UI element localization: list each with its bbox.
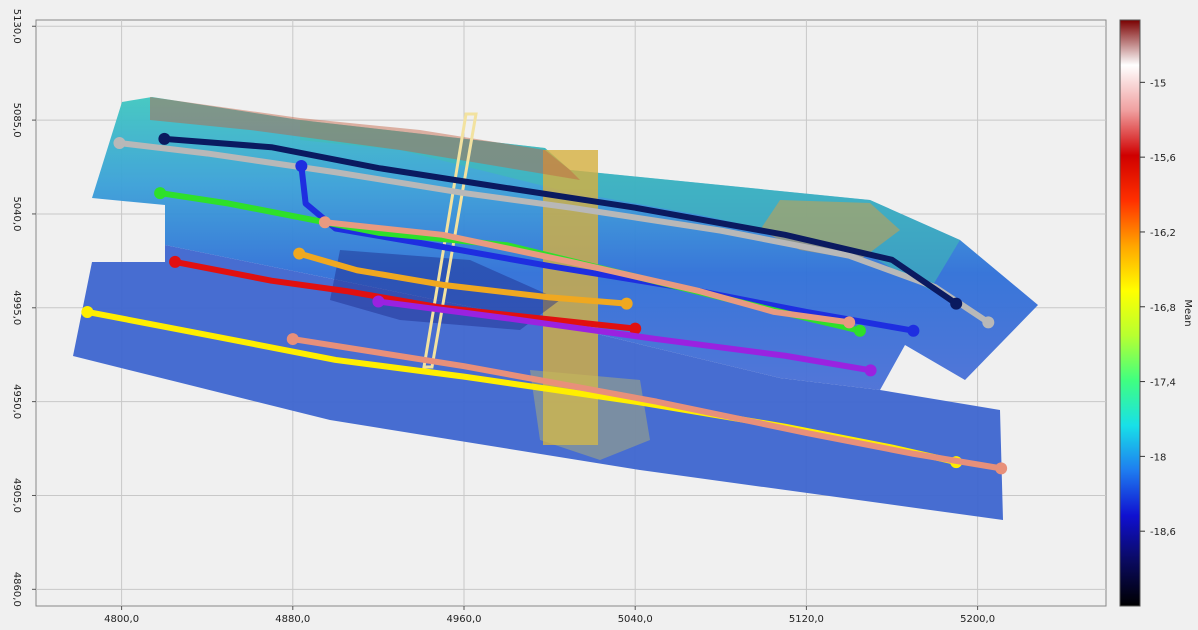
colorbar: -15 -15,6 -16,2 -16,8 -17,4 -18 -18,6 Mean bbox=[1119, 19, 1193, 607]
track-end-marker-1[interactable] bbox=[982, 316, 995, 329]
track-start-marker-7[interactable] bbox=[169, 255, 182, 268]
y-tick-label: 4995,0 bbox=[11, 290, 22, 325]
track-start-marker-2[interactable] bbox=[158, 132, 171, 145]
track-line-2[interactable] bbox=[161, 135, 960, 307]
x-tick-label: 4960,0 bbox=[447, 614, 482, 625]
y-tick-label: 4905,0 bbox=[11, 478, 22, 513]
y-tick-label: 5085,0 bbox=[11, 103, 22, 138]
y-tick-label: 4950,0 bbox=[11, 384, 22, 419]
colorbar-ramp bbox=[1119, 19, 1141, 607]
x-tick-label: 5120,0 bbox=[789, 614, 824, 625]
track-end-marker-5[interactable] bbox=[843, 316, 856, 329]
x-tick-label: 5200,0 bbox=[960, 614, 995, 625]
track-start-marker-8[interactable] bbox=[372, 295, 385, 308]
x-tick-label: 4880,0 bbox=[275, 614, 310, 625]
x-axis-ticks: 4800,0 4880,0 4960,0 5040,0 5120,0 5200,0 bbox=[104, 606, 995, 625]
y-tick-label: 5130,0 bbox=[11, 9, 22, 44]
track-line-6[interactable] bbox=[296, 250, 630, 307]
track-end-marker-3[interactable] bbox=[907, 324, 920, 337]
colorbar-tick-label: -18,6 bbox=[1150, 527, 1176, 538]
x-tick-label: 5040,0 bbox=[618, 614, 653, 625]
track-end-marker-2[interactable] bbox=[950, 297, 963, 310]
track-line-8[interactable] bbox=[375, 298, 874, 374]
track-end-marker-10[interactable] bbox=[995, 462, 1008, 475]
track-start-marker-3[interactable] bbox=[295, 159, 308, 172]
colorbar-tick-label: -15 bbox=[1150, 78, 1166, 89]
track-start-marker-10[interactable] bbox=[286, 333, 299, 346]
colorbar-tick-label: -18 bbox=[1150, 452, 1166, 463]
track-line-1[interactable] bbox=[116, 140, 992, 326]
colorbar-tick-label: -16,2 bbox=[1150, 228, 1176, 239]
track-start-marker-9[interactable] bbox=[81, 305, 94, 318]
track-line-5[interactable] bbox=[321, 219, 853, 326]
track-line-7[interactable] bbox=[172, 258, 639, 332]
colorbar-title: Mean bbox=[1182, 299, 1193, 326]
colorbar-tick-label: -16,8 bbox=[1150, 303, 1176, 314]
track-start-marker-1[interactable] bbox=[113, 137, 126, 150]
y-tick-label: 5040,0 bbox=[11, 196, 22, 231]
track-end-marker-4[interactable] bbox=[853, 324, 866, 337]
track-start-marker-5[interactable] bbox=[318, 216, 331, 229]
colorbar-ticks: -15 -15,6 -16,2 -16,8 -17,4 -18 -18,6 bbox=[1140, 78, 1176, 538]
track-start-marker-4[interactable] bbox=[154, 187, 167, 200]
track-start-marker-6[interactable] bbox=[293, 247, 306, 260]
y-axis-ticks: 5130,0 5085,0 5040,0 4995,0 4950,0 4905,0 4860… bbox=[11, 9, 36, 607]
track-line-3[interactable] bbox=[298, 162, 917, 334]
survey-tracks bbox=[81, 132, 1008, 475]
track-line-10[interactable] bbox=[289, 336, 1005, 472]
colorbar-tick-label: -15,6 bbox=[1150, 153, 1176, 164]
colorbar-tick-label: -17,4 bbox=[1150, 378, 1176, 389]
track-end-marker-6[interactable] bbox=[620, 297, 633, 310]
x-tick-label: 4800,0 bbox=[104, 614, 139, 625]
y-tick-label: 4860,0 bbox=[11, 572, 22, 607]
track-end-marker-7[interactable] bbox=[629, 322, 642, 335]
track-end-marker-8[interactable] bbox=[864, 364, 877, 377]
